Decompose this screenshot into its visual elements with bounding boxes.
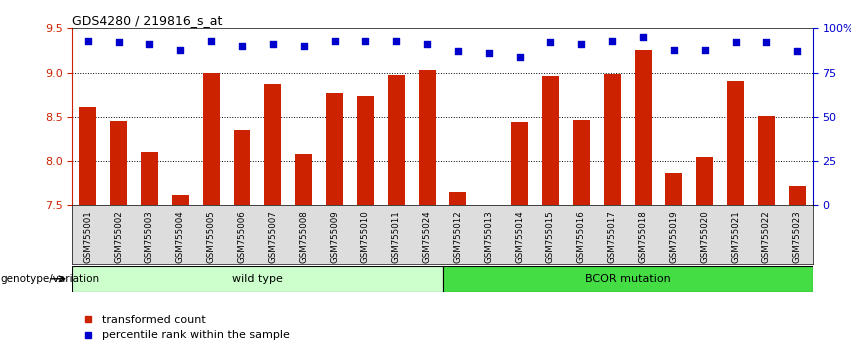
Text: GSM755001: GSM755001 [83, 210, 92, 263]
Point [143, 41, 157, 47]
Point [81, 38, 94, 44]
Text: GSM755007: GSM755007 [268, 210, 277, 263]
Point [667, 47, 681, 52]
Point [574, 41, 588, 47]
Point [174, 47, 187, 52]
Point [266, 41, 280, 47]
Bar [295, 154, 312, 205]
Bar [511, 122, 528, 205]
Text: GSM755018: GSM755018 [638, 210, 648, 263]
Text: GSM755024: GSM755024 [423, 210, 431, 263]
Point [760, 40, 774, 45]
Text: GSM755008: GSM755008 [300, 210, 308, 263]
Text: GDS4280 / 219816_s_at: GDS4280 / 219816_s_at [72, 14, 223, 27]
Point [358, 38, 372, 44]
Point [297, 43, 311, 49]
Text: GSM755014: GSM755014 [515, 210, 524, 263]
Point [328, 38, 341, 44]
Text: GSM755012: GSM755012 [454, 210, 462, 263]
Bar [110, 121, 127, 205]
Point [420, 41, 434, 47]
Point [728, 40, 742, 45]
Bar [72, 266, 443, 292]
Bar [419, 70, 436, 205]
Point [451, 48, 465, 54]
Bar [326, 93, 343, 205]
Text: GSM755004: GSM755004 [176, 210, 185, 263]
Bar [449, 192, 466, 205]
Text: GSM755005: GSM755005 [207, 210, 215, 263]
Text: BCOR mutation: BCOR mutation [585, 274, 671, 284]
Text: GSM755010: GSM755010 [361, 210, 370, 263]
Point [544, 40, 557, 45]
Text: GSM755009: GSM755009 [330, 210, 339, 263]
Bar [172, 195, 189, 205]
Text: wild type: wild type [232, 274, 283, 284]
Bar [758, 116, 775, 205]
Bar [789, 186, 806, 205]
Bar [603, 74, 620, 205]
Point [605, 38, 619, 44]
Text: GSM755003: GSM755003 [145, 210, 154, 263]
Bar [79, 107, 96, 205]
Point [111, 40, 125, 45]
Text: GSM755015: GSM755015 [546, 210, 555, 263]
Legend: transformed count, percentile rank within the sample: transformed count, percentile rank withi… [78, 310, 294, 345]
Bar [141, 152, 158, 205]
Point [791, 48, 804, 54]
Bar [443, 266, 813, 292]
Point [482, 50, 495, 56]
Point [235, 43, 248, 49]
Text: GSM755016: GSM755016 [577, 210, 585, 263]
Bar [727, 81, 744, 205]
Bar [265, 84, 282, 205]
Text: GSM755021: GSM755021 [731, 210, 740, 263]
Bar [665, 172, 683, 205]
Point [204, 38, 218, 44]
Point [513, 54, 527, 59]
Point [637, 34, 650, 40]
Bar [357, 96, 374, 205]
Text: genotype/variation: genotype/variation [1, 274, 100, 284]
Bar [573, 120, 590, 205]
Bar [233, 130, 250, 205]
Text: GSM755013: GSM755013 [484, 210, 494, 263]
Text: GSM755020: GSM755020 [700, 210, 709, 263]
Bar [542, 76, 559, 205]
Text: GSM755011: GSM755011 [391, 210, 401, 263]
Bar [635, 50, 652, 205]
Point [698, 47, 711, 52]
Text: GSM755022: GSM755022 [762, 210, 771, 263]
Bar [388, 75, 405, 205]
Text: GSM755002: GSM755002 [114, 210, 123, 263]
Bar [203, 73, 220, 205]
Point [390, 38, 403, 44]
Bar [696, 156, 713, 205]
Text: GSM755023: GSM755023 [793, 210, 802, 263]
Text: GSM755019: GSM755019 [670, 210, 678, 263]
Text: GSM755017: GSM755017 [608, 210, 617, 263]
Text: GSM755006: GSM755006 [237, 210, 247, 263]
